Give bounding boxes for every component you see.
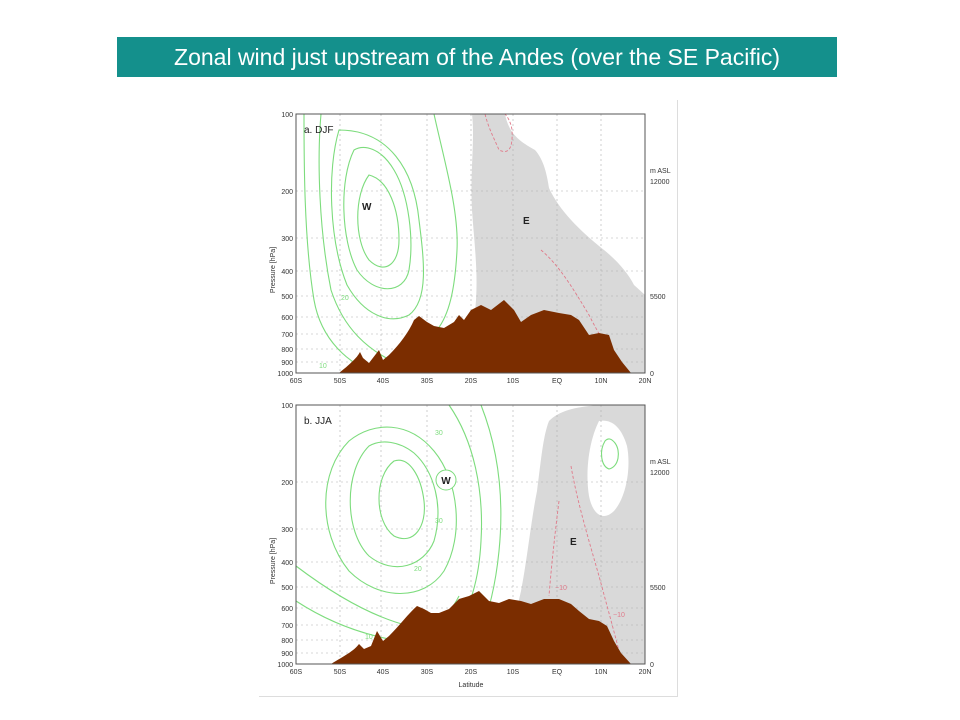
x-tick-label: 50S bbox=[334, 378, 347, 385]
right-axis-tick: 12000 bbox=[650, 179, 670, 186]
region-label-east: E bbox=[570, 537, 577, 548]
contour-label: 20 bbox=[414, 566, 422, 573]
figure: a. DJF W E 20 10 100 200 300 400 500 600… bbox=[270, 112, 671, 689]
page-title: Zonal wind just upstream of the Andes (o… bbox=[117, 37, 837, 77]
y-tick-labels: 100 200 300 400 500 600 700 800 900 1000 bbox=[277, 112, 293, 378]
y-tick-label: 300 bbox=[281, 236, 293, 243]
terrain bbox=[296, 300, 631, 373]
easterly-contours bbox=[548, 465, 620, 652]
y-tick-label: 400 bbox=[281, 560, 293, 567]
x-tick-label: 30S bbox=[421, 669, 434, 676]
x-tick-label: 10S bbox=[507, 378, 520, 385]
right-axis-unit: m ASL bbox=[650, 459, 671, 466]
region-label-west-marker: W bbox=[435, 469, 457, 491]
figure-frame: a. DJF W E 20 10 100 200 300 400 500 600… bbox=[259, 100, 678, 697]
y-tick-label: 900 bbox=[281, 651, 293, 658]
x-tick-labels: 60S 50S 40S 30S 20S 10S EQ 10N 20N bbox=[290, 378, 652, 385]
contour-label: 30 bbox=[435, 430, 443, 437]
region-label-east: E bbox=[523, 216, 530, 227]
region-label-west: W bbox=[362, 202, 372, 213]
y-tick-label: 200 bbox=[281, 189, 293, 196]
y-tick-label: 100 bbox=[281, 403, 293, 410]
x-tick-labels: 60S 50S 40S 30S 20S 10S EQ 10N 20N bbox=[290, 669, 652, 676]
terrain bbox=[296, 591, 631, 664]
right-axis-tick: 5500 bbox=[650, 294, 666, 301]
contour-label: 20 bbox=[341, 295, 349, 302]
right-axis: m ASL 12000 5500 0 bbox=[650, 459, 671, 669]
contour-label: 30 bbox=[435, 518, 443, 525]
panel-label: a. DJF bbox=[304, 125, 333, 136]
y-tick-label: 600 bbox=[281, 315, 293, 322]
contour-label: −10 bbox=[613, 612, 625, 619]
panel-jja: b. JJA W E 30 30 20 10 −10 −10 100 200 3… bbox=[270, 403, 671, 689]
y-tick-label: 600 bbox=[281, 606, 293, 613]
x-tick-label: 60S bbox=[290, 669, 303, 676]
y-tick-label: 400 bbox=[281, 269, 293, 276]
x-tick-label: 20S bbox=[465, 669, 478, 676]
x-tick-label: 10N bbox=[595, 669, 608, 676]
x-tick-label: 10N bbox=[595, 378, 608, 385]
y-tick-label: 1000 bbox=[277, 371, 293, 378]
y-tick-label: 500 bbox=[281, 585, 293, 592]
contour-label: −10 bbox=[555, 585, 567, 592]
x-tick-label: EQ bbox=[552, 378, 563, 385]
x-tick-label: 10S bbox=[507, 669, 520, 676]
y-tick-label: 700 bbox=[281, 332, 293, 339]
right-axis-tick: 0 bbox=[650, 662, 654, 669]
y-tick-label: 800 bbox=[281, 347, 293, 354]
x-tick-label: 20N bbox=[639, 669, 652, 676]
y-tick-label: 200 bbox=[281, 480, 293, 487]
y-tick-label: 500 bbox=[281, 294, 293, 301]
y-tick-label: 700 bbox=[281, 623, 293, 630]
panel-djf: a. DJF W E 20 10 100 200 300 400 500 600… bbox=[270, 112, 671, 385]
x-tick-label: EQ bbox=[552, 669, 563, 676]
x-axis-label: Latitude bbox=[459, 682, 484, 689]
region-label-west: W bbox=[441, 476, 451, 487]
y-tick-label: 900 bbox=[281, 360, 293, 367]
right-axis-tick: 5500 bbox=[650, 585, 666, 592]
contour-label: 10 bbox=[319, 363, 327, 370]
x-tick-label: 40S bbox=[377, 669, 390, 676]
right-axis-tick: 12000 bbox=[650, 470, 670, 477]
y-tick-label: 300 bbox=[281, 527, 293, 534]
x-tick-label: 60S bbox=[290, 378, 303, 385]
right-axis-tick: 0 bbox=[650, 371, 654, 378]
x-tick-label: 40S bbox=[377, 378, 390, 385]
contour-label: 10 bbox=[365, 634, 373, 641]
x-tick-label: 20S bbox=[465, 378, 478, 385]
y-axis-label: Pressure [hPa] bbox=[270, 247, 277, 293]
y-tick-label: 100 bbox=[281, 112, 293, 119]
panel-label: b. JJA bbox=[304, 416, 332, 427]
right-axis-unit: m ASL bbox=[650, 168, 671, 175]
x-tick-label: 50S bbox=[334, 669, 347, 676]
y-tick-label: 1000 bbox=[277, 662, 293, 669]
right-axis: m ASL 12000 5500 0 bbox=[650, 168, 671, 378]
y-tick-label: 800 bbox=[281, 638, 293, 645]
westerly-contours bbox=[303, 113, 458, 374]
y-tick-labels: 100 200 300 400 500 600 700 800 900 1000 bbox=[277, 403, 293, 669]
axes-box bbox=[295, 404, 646, 665]
x-tick-label: 20N bbox=[639, 378, 652, 385]
y-axis-label: Pressure [hPa] bbox=[270, 538, 277, 584]
axes-box bbox=[295, 113, 646, 374]
x-tick-label: 30S bbox=[421, 378, 434, 385]
